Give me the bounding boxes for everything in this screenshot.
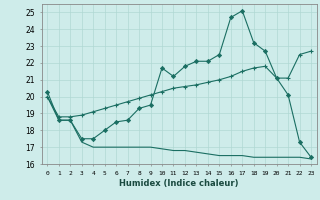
X-axis label: Humidex (Indice chaleur): Humidex (Indice chaleur) — [119, 179, 239, 188]
